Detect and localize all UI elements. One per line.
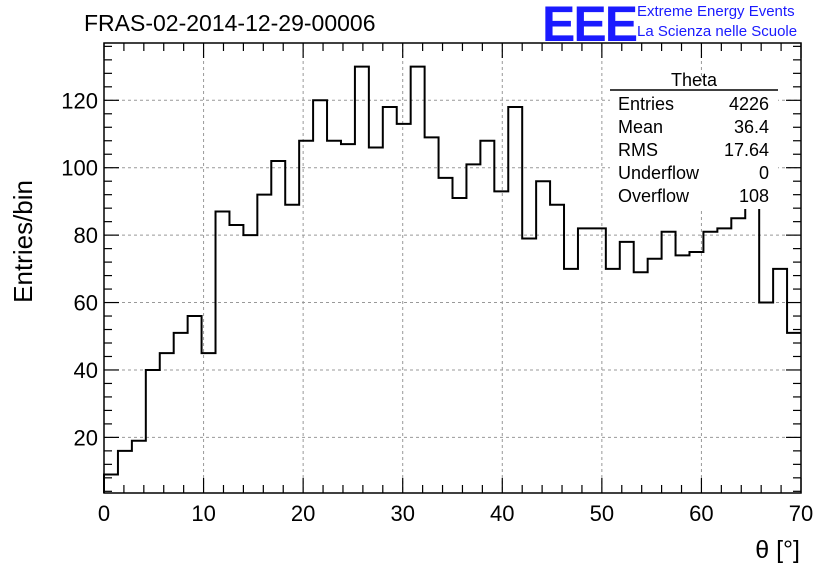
y-tick-labels: 20 40 60 80 100 120	[61, 88, 98, 450]
x-tick-label: 0	[98, 501, 110, 526]
x-tick-label: 10	[191, 501, 215, 526]
x-tick-label: 60	[689, 501, 713, 526]
x-tick-label: 50	[590, 501, 614, 526]
stats-value: 0	[759, 163, 769, 183]
x-tick-label: 40	[490, 501, 514, 526]
logo-subtitle-line1: Extreme Energy Events	[637, 3, 795, 20]
stats-label: Entries	[618, 94, 674, 114]
y-tick-label: 40	[74, 358, 98, 383]
stats-value: 36.4	[734, 117, 769, 137]
logo-subtitle-line2: La Scienza nelle Scuole	[637, 23, 798, 40]
x-tick-label: 30	[390, 501, 414, 526]
stats-label: Overflow	[618, 186, 690, 206]
x-axis-title: θ [°]	[755, 536, 800, 564]
eee-logo: EEE	[542, 0, 638, 52]
y-tick-label: 100	[61, 156, 98, 181]
stats-box: Theta Entries 4226 Mean 36.4 RMS 17.64 Underfl…	[610, 70, 778, 209]
stats-label: RMS	[618, 140, 658, 160]
y-tick-label: 80	[74, 223, 98, 248]
y-axis-title: Entries/bin	[8, 180, 38, 303]
stats-label: Underflow	[618, 163, 700, 183]
stats-value: 17.64	[724, 140, 769, 160]
stats-label: Mean	[618, 117, 663, 137]
x-tick-labels: 0 10 20 30 40 50 60 70	[98, 501, 813, 526]
y-tick-label: 120	[61, 88, 98, 113]
x-tick-label: 70	[789, 501, 813, 526]
y-tick-label: 20	[74, 425, 98, 450]
plot-frame	[103, 42, 802, 494]
histogram-outline	[103, 65, 801, 493]
axis-ticks	[103, 43, 802, 493]
stats-value: 108	[739, 186, 769, 206]
stats-value: 4226	[729, 94, 769, 114]
y-tick-label: 60	[74, 291, 98, 316]
run-title: FRAS-02-2014-12-29-00006	[84, 10, 376, 36]
x-tick-label: 20	[291, 501, 315, 526]
stats-title: Theta	[671, 70, 718, 90]
